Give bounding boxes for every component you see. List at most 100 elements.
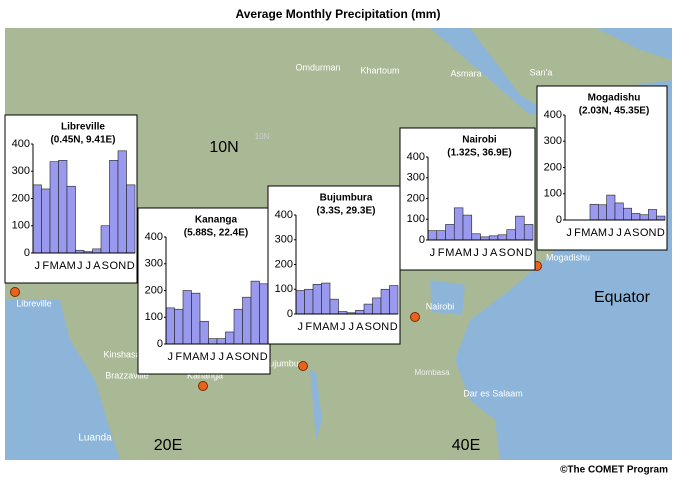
y-tick-label: 100 bbox=[275, 283, 293, 295]
x-tick-label: J bbox=[616, 227, 622, 239]
y-tick-label: 100 bbox=[544, 188, 562, 200]
y-tick-label: 100 bbox=[12, 220, 30, 232]
place-label: Mombasa bbox=[414, 368, 450, 377]
y-tick-label: 0 bbox=[287, 308, 293, 320]
bar bbox=[623, 207, 632, 221]
x-tick-label: A bbox=[322, 321, 330, 333]
x-tick-label: S bbox=[632, 227, 639, 239]
bar bbox=[199, 320, 209, 345]
chart-frame bbox=[399, 127, 536, 271]
x-tick-label: A bbox=[59, 260, 67, 272]
bar bbox=[515, 215, 525, 241]
x-tick-label: J bbox=[210, 351, 216, 363]
x-tick-label: A bbox=[624, 227, 632, 239]
x-tick-label: J bbox=[86, 260, 92, 272]
x-tick-label: N bbox=[118, 260, 126, 272]
x-tick-label: M bbox=[200, 351, 209, 363]
y-tick-label: 400 bbox=[145, 231, 163, 243]
x-tick-label: A bbox=[455, 247, 463, 259]
x-tick-label: M bbox=[67, 260, 76, 272]
y-tick-label: 0 bbox=[419, 234, 425, 246]
place-label: Omdurman bbox=[295, 62, 340, 72]
x-tick-label: J bbox=[430, 247, 436, 259]
bar bbox=[41, 188, 51, 254]
y-tick-label: 0 bbox=[556, 214, 562, 226]
credit: ©The COMET Program bbox=[560, 465, 668, 476]
x-tick-label: J bbox=[473, 247, 479, 259]
bar bbox=[109, 160, 119, 254]
x-tick-label: M bbox=[445, 247, 454, 259]
x-tick-label: O bbox=[507, 247, 516, 259]
bar bbox=[363, 303, 373, 315]
bar bbox=[506, 229, 516, 241]
x-tick-label: O bbox=[109, 260, 118, 272]
x-tick-label: A bbox=[93, 260, 101, 272]
bar bbox=[58, 160, 68, 254]
bar bbox=[389, 285, 399, 315]
x-tick-label: S bbox=[499, 247, 506, 259]
y-tick-label: 200 bbox=[407, 192, 425, 204]
y-tick-label: 400 bbox=[544, 109, 562, 121]
bar bbox=[427, 230, 438, 241]
y-tick-label: 400 bbox=[275, 209, 293, 221]
bar bbox=[471, 233, 481, 241]
y-tick-label: 300 bbox=[407, 172, 425, 184]
x-tick-label: J bbox=[168, 351, 174, 363]
x-tick-label: M bbox=[330, 321, 339, 333]
y-tick-label: 400 bbox=[407, 151, 425, 163]
gulf bbox=[596, 28, 672, 60]
x-tick-label: J bbox=[482, 247, 488, 259]
x-tick-label: D bbox=[525, 247, 533, 259]
x-tick-label: J bbox=[77, 260, 83, 272]
chart-frame bbox=[536, 85, 668, 251]
y-tick-label: 200 bbox=[544, 161, 562, 173]
x-tick-label: A bbox=[490, 247, 498, 259]
bar bbox=[329, 298, 339, 315]
bar bbox=[66, 185, 76, 254]
x-tick-label: J bbox=[219, 351, 225, 363]
x-tick-label: D bbox=[390, 321, 398, 333]
x-tick-label: M bbox=[183, 351, 192, 363]
place-label: Khartoum bbox=[360, 65, 399, 75]
map-labels: Omdurman Khartoum Asmara San'a 10N 10N Equator… bbox=[10, 62, 651, 454]
lake bbox=[310, 370, 322, 440]
chart-title: Bujumbura bbox=[320, 193, 373, 204]
bar bbox=[165, 307, 175, 345]
place-label: Luanda bbox=[78, 433, 112, 444]
bar bbox=[295, 290, 305, 315]
y-tick-label: 100 bbox=[407, 213, 425, 225]
bar bbox=[648, 209, 657, 221]
x-tick-label: A bbox=[192, 351, 200, 363]
bar bbox=[380, 288, 390, 315]
x-tick-label: J bbox=[566, 227, 572, 239]
x-tick-label: F bbox=[574, 227, 581, 239]
y-tick-label: 300 bbox=[275, 234, 293, 246]
chart-title: Mogadishu bbox=[588, 93, 641, 104]
x-tick-label: F bbox=[175, 351, 182, 363]
city-marker bbox=[198, 381, 208, 391]
x-tick-label: D bbox=[260, 351, 268, 363]
x-tick-label: S bbox=[365, 321, 372, 333]
x-tick-label: M bbox=[50, 260, 59, 272]
chart-title: Kananga bbox=[195, 215, 238, 226]
chart-subtitle: (3.3S, 29.3E) bbox=[317, 206, 376, 217]
bar bbox=[191, 292, 201, 345]
bar bbox=[523, 224, 534, 241]
city-marker bbox=[298, 361, 308, 371]
bar bbox=[656, 215, 666, 221]
y-tick-label: 100 bbox=[145, 311, 163, 323]
place-label: Bujumbura bbox=[263, 358, 307, 368]
y-tick-label: 0 bbox=[24, 247, 30, 259]
y-tick-label: 300 bbox=[544, 135, 562, 147]
bar bbox=[242, 296, 252, 345]
bar bbox=[372, 297, 382, 315]
chart-frame bbox=[267, 185, 401, 345]
title: Average Monthly Precipitation (mm) bbox=[236, 7, 441, 21]
x-tick-label: S bbox=[235, 351, 242, 363]
bar bbox=[225, 331, 235, 345]
bar bbox=[100, 225, 110, 254]
